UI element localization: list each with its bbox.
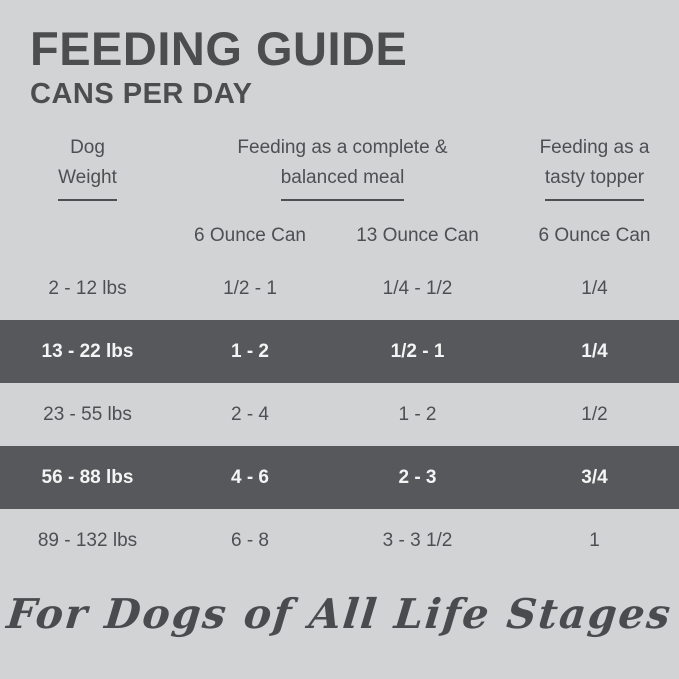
dog-weight-line2: Weight [58, 163, 117, 202]
table-sub-headers: 6 Ounce Can 13 Ounce Can 6 Ounce Can [0, 215, 679, 257]
row-meal-13oz: 1 - 2 [398, 403, 437, 425]
row-weight: 23 - 55 lbs [43, 403, 132, 425]
table-row: 89 - 132 lbs 6 - 8 3 - 3 1/2 1 [0, 509, 679, 572]
subheader-meal-6oz: 6 Ounce Can [194, 225, 306, 247]
row-meal-13oz: 1/4 - 1/2 [382, 277, 453, 299]
tasty-topper-line2: tasty topper [544, 163, 645, 202]
row-meal-6oz: 4 - 6 [230, 466, 270, 488]
row-meal-6oz: 2 - 4 [230, 403, 270, 425]
life-stages-tagline: For Dogs of All Life Stages [4, 590, 675, 639]
row-meal-6oz: 6 - 8 [230, 529, 270, 551]
subheader-topper-6oz: 6 Ounce Can [538, 225, 651, 247]
row-meal-13oz: 2 - 3 [398, 466, 437, 488]
complete-meal-line2: balanced meal [280, 163, 405, 202]
row-weight: 13 - 22 lbs [41, 340, 134, 362]
column-header-complete-meal: Feeding as a complete & balanced meal [175, 133, 510, 202]
tasty-topper-line1: Feeding as a [539, 137, 650, 159]
header: FEEDING GUIDE CANS PER DAY [0, 0, 679, 111]
page-title: FEEDING GUIDE [30, 22, 408, 75]
table-column-headers: Dog Weight Feeding as a complete & balan… [0, 133, 679, 202]
complete-meal-line1: Feeding as a complete & [237, 137, 448, 159]
column-header-dog-weight: Dog Weight [0, 133, 175, 202]
table-row: 23 - 55 lbs 2 - 4 1 - 2 1/2 [0, 383, 679, 446]
row-meal-13oz: 3 - 3 1/2 [382, 529, 453, 551]
row-weight: 56 - 88 lbs [41, 466, 134, 488]
column-header-tasty-topper: Feeding as a tasty topper [510, 133, 679, 202]
row-weight: 89 - 132 lbs [37, 529, 138, 551]
row-topper-6oz: 1/4 [581, 340, 608, 362]
table-row-highlighted: 13 - 22 lbs 1 - 2 1/2 - 1 1/4 [0, 320, 679, 384]
subheader-meal-13oz: 13 Ounce Can [356, 225, 479, 247]
row-topper-6oz: 1/2 [581, 403, 608, 425]
row-meal-6oz: 1/2 - 1 [223, 277, 277, 299]
row-weight: 2 - 12 lbs [48, 277, 127, 299]
table-row: 2 - 12 lbs 1/2 - 1 1/4 - 1/2 1/4 [0, 257, 679, 320]
table-row-highlighted: 56 - 88 lbs 4 - 6 2 - 3 3/4 [0, 446, 679, 510]
row-topper-6oz: 1 [589, 529, 600, 551]
row-meal-13oz: 1/2 - 1 [390, 340, 445, 362]
row-meal-6oz: 1 - 2 [230, 340, 270, 362]
dog-weight-line1: Dog [70, 137, 105, 159]
row-topper-6oz: 3/4 [581, 466, 608, 488]
row-topper-6oz: 1/4 [581, 277, 608, 299]
page-subtitle: CANS PER DAY [30, 78, 253, 111]
